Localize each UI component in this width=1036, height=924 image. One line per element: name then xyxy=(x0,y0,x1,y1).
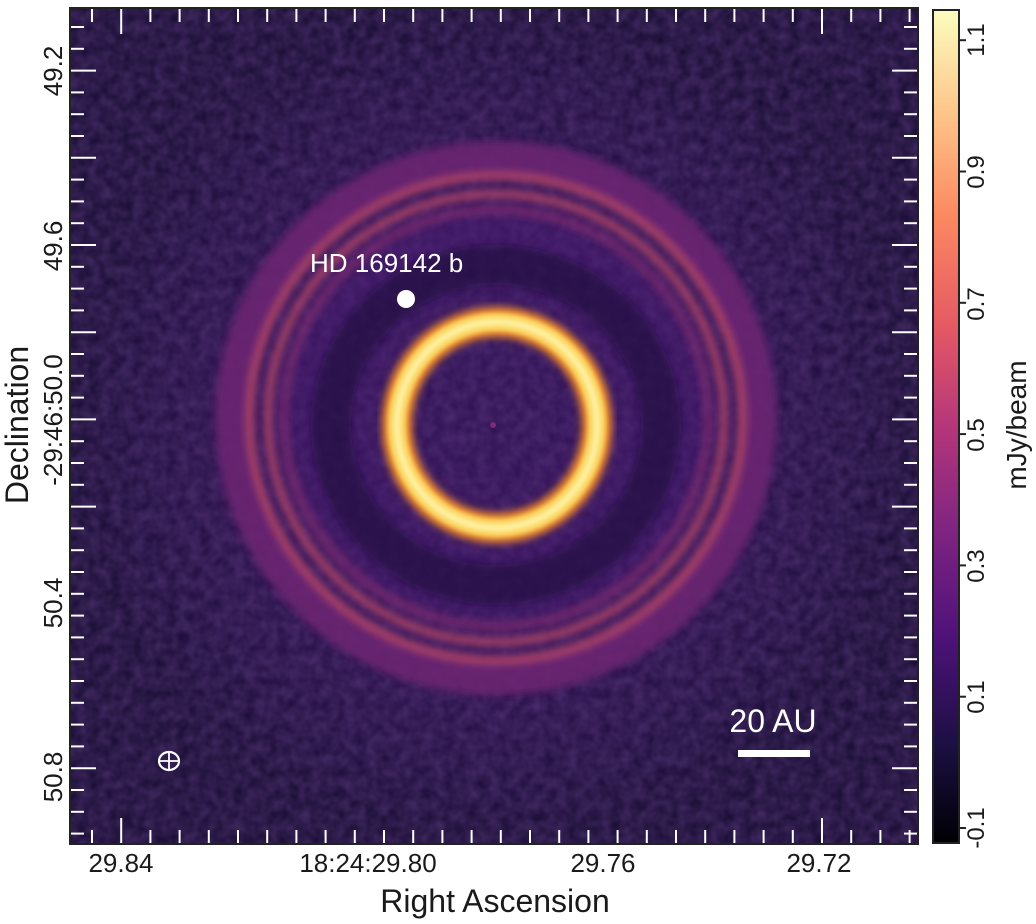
colorbar-tick-label: 1.1 xyxy=(963,23,990,56)
plot-frame xyxy=(69,7,919,845)
colorbar-ticks xyxy=(959,39,966,829)
central-star xyxy=(490,422,496,428)
y-tick-label: 50.4 xyxy=(38,578,68,629)
x-tick-label: 29.72 xyxy=(786,848,851,878)
colorbar-tick-label: 0.3 xyxy=(963,549,990,582)
colorbar xyxy=(933,10,959,843)
colorbar-label: mJy/beam xyxy=(1001,360,1032,489)
x-tick-label: 29.76 xyxy=(570,848,635,878)
y-tick-label: -29:46:50.0 xyxy=(38,354,68,486)
colorbar-tick-label: -0.1 xyxy=(963,807,990,848)
scale-bar xyxy=(738,750,810,757)
dark-gap xyxy=(311,245,681,605)
beam-icon xyxy=(157,750,181,772)
disk-image: HD 169142 b 20 AU xyxy=(70,8,918,844)
outer-rings xyxy=(215,141,777,695)
x-axis-label: Right Ascension xyxy=(380,883,609,919)
scale-bar-label: 20 AU xyxy=(729,703,816,739)
axis-ticks xyxy=(70,8,918,844)
colorbar-tick-label: 0.9 xyxy=(963,155,990,188)
y-tick-label: 49.6 xyxy=(38,221,68,272)
y-tick-label: 50.8 xyxy=(38,752,68,803)
inner-ring xyxy=(382,307,612,543)
colorbar-tick-label: 0.1 xyxy=(963,680,990,713)
y-tick-label: 49.2 xyxy=(38,46,68,97)
colorbar-tick-label: 0.7 xyxy=(963,287,990,320)
planet-marker xyxy=(397,290,415,308)
y-axis-label: Declination xyxy=(0,346,35,504)
colorbar-tick-label: 0.5 xyxy=(963,418,990,451)
planet-label: HD 169142 b xyxy=(310,248,463,278)
colorbar-frame xyxy=(932,9,960,844)
x-tick-label: 18:24:29.80 xyxy=(299,848,436,878)
x-tick-label: 29.84 xyxy=(88,848,153,878)
